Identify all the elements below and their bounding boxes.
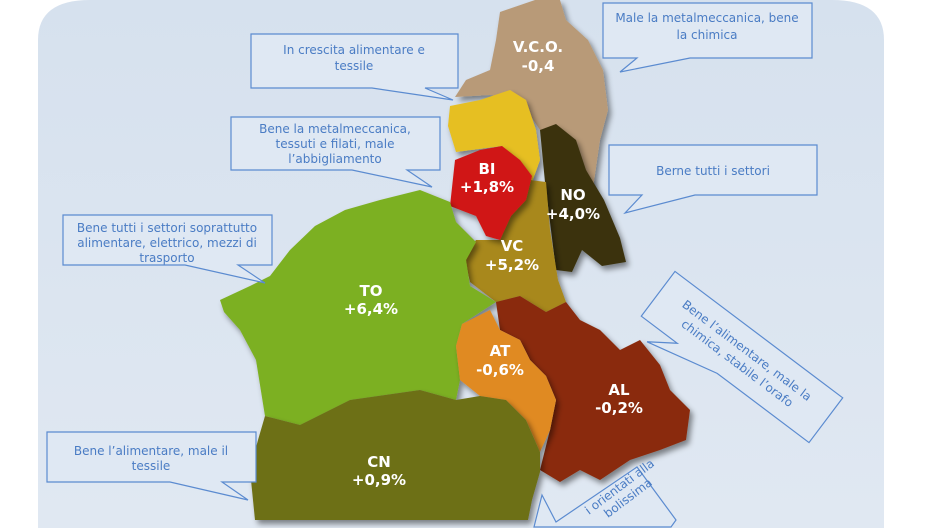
label-no-code: NO <box>560 186 585 204</box>
label-vco-code: V.C.O. <box>513 38 563 56</box>
province-labels: V.C.O. -0,4 BI +1,8% NO +4,0% VC +5,2% T… <box>344 38 643 489</box>
label-to-code: TO <box>360 282 383 300</box>
callout-text: Berne tutti i settori <box>656 164 770 178</box>
callout-text: la chimica <box>676 28 737 42</box>
label-no-value: +4,0% <box>546 205 600 223</box>
callout-text: Bene la metalmeccanica, <box>259 122 411 136</box>
callout-cn: Bene l’alimentare, male il tessile <box>46 431 257 501</box>
callout-vco: Male la metalmeccanica, bene la chimica <box>602 2 813 73</box>
label-to-value: +6,4% <box>344 300 398 318</box>
callout-text: Bene tutti i settori soprattutto <box>77 221 257 235</box>
province-no <box>540 124 626 272</box>
label-at-value: -0,6% <box>476 361 524 379</box>
callout-text: tessile <box>335 59 374 73</box>
callout-text: Bene l’alimentare, male il <box>74 444 228 458</box>
label-vco-value: -0,4 <box>522 57 555 75</box>
callout-upper: In crescita alimentare e tessile <box>250 33 459 101</box>
callout-text: Male la metalmeccanica, bene <box>615 11 798 25</box>
label-cn-code: CN <box>367 453 391 471</box>
callout-text: tessuti e filati, male <box>276 137 395 151</box>
callout-bi: Bene la metalmeccanica, tessuti e filati… <box>230 116 441 188</box>
province-bi <box>450 146 532 240</box>
label-vc-code: VC <box>501 237 524 255</box>
callout-no: Berne tutti i settori <box>608 144 818 215</box>
label-al-code: AL <box>608 381 630 399</box>
province-vc <box>464 180 566 312</box>
province-to <box>220 190 496 425</box>
callout-text: In crescita alimentare e <box>283 43 425 57</box>
label-vc-value: +5,2% <box>485 256 539 274</box>
callout-text: trasporto <box>139 251 194 265</box>
label-at-code: AT <box>490 342 511 360</box>
callout-to: Bene tutti i settori soprattutto aliment… <box>62 214 273 284</box>
callout-text: l’abbigliamento <box>288 152 381 166</box>
label-al-value: -0,2% <box>595 399 643 417</box>
label-bi-value: +1,8% <box>460 178 514 196</box>
label-bi-code: BI <box>478 160 495 178</box>
province-al <box>496 296 690 482</box>
provinces <box>220 0 690 520</box>
callout-text: tessile <box>132 459 171 473</box>
province-cn <box>250 390 540 520</box>
label-cn-value: +0,9% <box>352 471 406 489</box>
province-at <box>456 310 556 452</box>
callout-text: alimentare, elettrico, mezzi di <box>77 236 257 250</box>
